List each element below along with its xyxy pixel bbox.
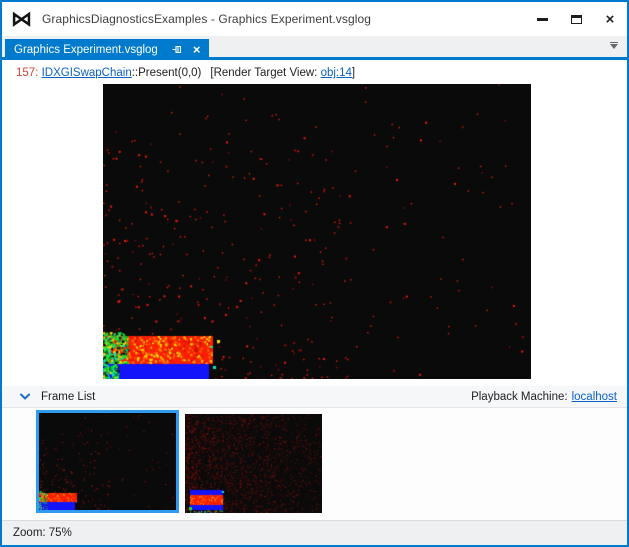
frame-thumbnail-2[interactable]	[185, 414, 322, 513]
pin-icon[interactable]	[172, 44, 183, 55]
frame-list-header: Frame List Playback Machine: localhost	[2, 386, 627, 408]
present-call-text: ::Present(0,0)	[131, 67, 202, 79]
bracket-close-text: ]	[351, 67, 356, 79]
tab-close-icon[interactable]: ×	[192, 42, 201, 57]
frame-thumbnail-list	[2, 408, 627, 520]
playback-machine-label: Playback Machine:	[471, 390, 568, 403]
tab-graphics-experiment-vsglog[interactable]: Graphics Experiment.vsglog ×	[5, 39, 210, 60]
object-link[interactable]: obj:14	[320, 67, 352, 79]
status-bar: Zoom: 75%	[2, 520, 627, 545]
tab-list-dropdown-icon[interactable]	[610, 42, 618, 49]
render-target-canvas[interactable]	[103, 84, 531, 379]
document-area: 157: IDXGISwapChain::Present(0,0) [Render…	[2, 60, 627, 386]
swapchain-link[interactable]: IDXGISwapChain	[41, 67, 132, 79]
frame-thumbnail-1-selected[interactable]	[36, 410, 179, 513]
minimize-button[interactable]	[525, 2, 559, 36]
frame-1-canvas	[39, 413, 176, 510]
title-bar: ⋈ GraphicsDiagnosticsExamples - Graphics…	[2, 2, 627, 36]
event-number: 157:	[16, 67, 39, 79]
maximize-button[interactable]	[559, 2, 593, 36]
event-breadcrumb: 157: IDXGISwapChain::Present(0,0) [Render…	[2, 60, 627, 81]
chevron-down-icon[interactable]	[20, 393, 30, 401]
window-controls: ×	[525, 2, 627, 36]
playback-machine-link[interactable]: localhost	[571, 390, 617, 403]
window-title: GraphicsDiagnosticsExamples - Graphics E…	[42, 12, 372, 26]
close-button[interactable]: ×	[593, 2, 627, 36]
tab-label: Graphics Experiment.vsglog	[14, 43, 158, 56]
playback-machine: Playback Machine: localhost	[471, 391, 617, 403]
render-target-view-text: [Render Target View:	[210, 67, 321, 79]
visual-studio-logo-icon: ⋈	[11, 8, 32, 30]
close-icon: ×	[605, 10, 615, 28]
frame-2-canvas	[185, 414, 322, 513]
document-tab-strip: Graphics Experiment.vsglog ×	[2, 36, 627, 60]
minimize-icon	[536, 17, 548, 21]
maximize-icon	[570, 14, 582, 24]
frame-list-label: Frame List	[41, 390, 96, 403]
zoom-level-text: Zoom: 75%	[13, 527, 72, 539]
